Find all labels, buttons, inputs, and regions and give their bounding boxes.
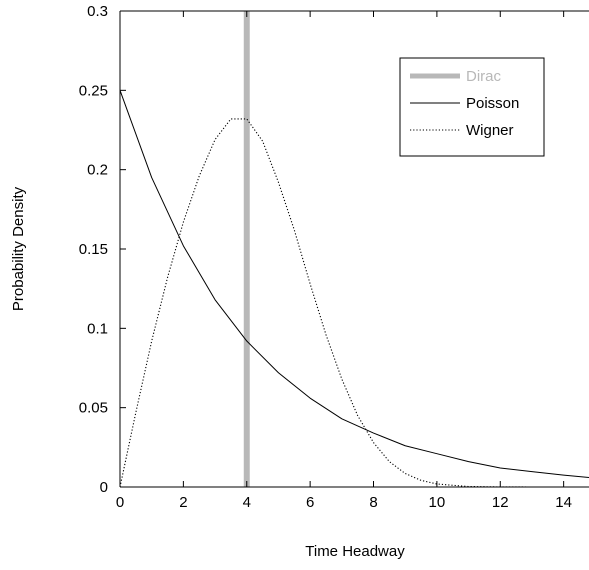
- y-tick-label: 0.2: [87, 162, 108, 179]
- y-tick-label: 0.15: [79, 241, 108, 258]
- y-tick-label: 0: [100, 479, 108, 496]
- y-axis-title: Probability Density: [10, 186, 27, 311]
- y-tick-label: 0.25: [79, 82, 108, 99]
- x-tick-label: 14: [555, 494, 572, 511]
- x-tick-label: 10: [429, 494, 446, 511]
- poisson-curve: [120, 90, 589, 478]
- y-tick-label: 0.1: [87, 320, 108, 337]
- x-tick-label: 6: [306, 494, 314, 511]
- wigner-curve: [120, 118, 589, 487]
- x-tick-label: 0: [116, 494, 124, 511]
- legend-label-dirac: Dirac: [466, 68, 502, 85]
- legend-label-wigner: Wigner: [466, 122, 514, 139]
- x-axis-title: Time Headway: [305, 543, 405, 560]
- x-tick-label: 4: [243, 494, 251, 511]
- x-tick-label: 8: [369, 494, 377, 511]
- legend: Dirac Poisson Wigner: [399, 57, 545, 157]
- plot-series: [120, 11, 589, 487]
- x-tick-label: 2: [179, 494, 187, 511]
- x-tick-label: 12: [492, 494, 509, 511]
- axes: 0 2 4 6 8 10 12 14 0 0.05 0.1 0.15 0.2 0.25 0.3 Time He…: [10, 3, 589, 560]
- y-tick-label: 0.05: [79, 400, 108, 417]
- y-tick-label: 0.3: [87, 3, 108, 20]
- legend-label-poisson: Poisson: [466, 95, 519, 112]
